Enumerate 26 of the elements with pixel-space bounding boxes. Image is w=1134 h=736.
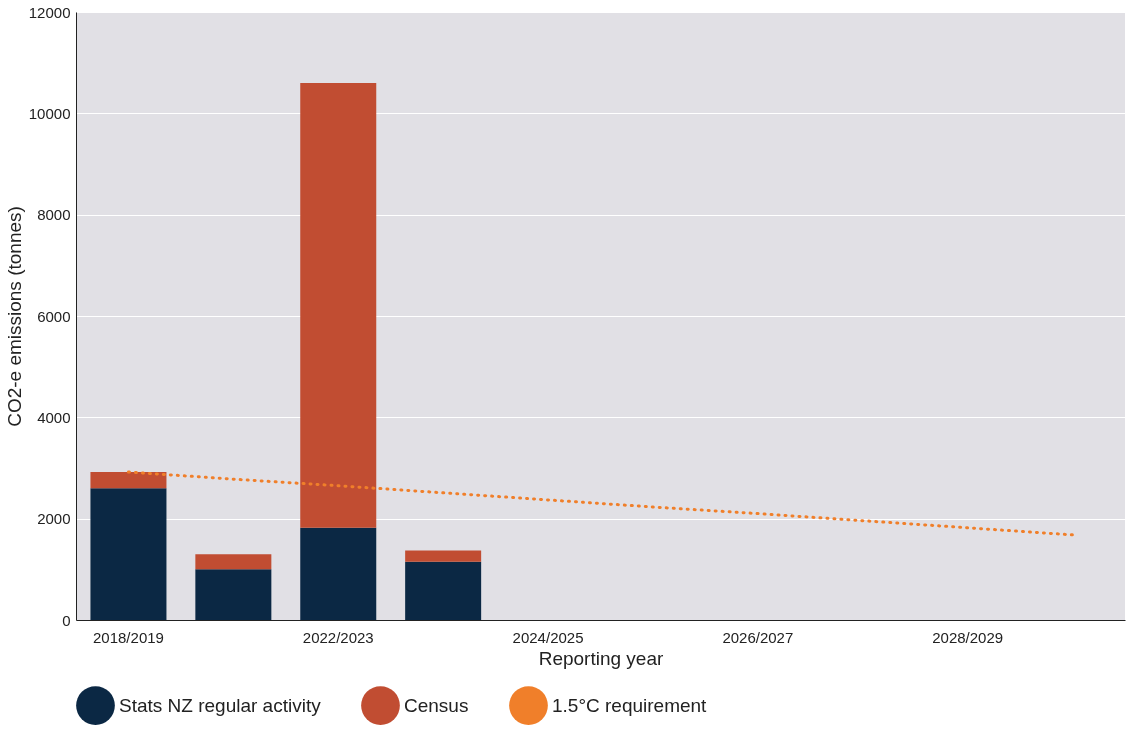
y-tick-label: 8000: [37, 206, 71, 224]
legend-label: Census: [404, 694, 469, 716]
x-tick-label: 2028/2029: [932, 628, 1004, 646]
y-tick-label: 12000: [28, 3, 71, 21]
legend-label: 1.5°C requirement: [552, 694, 708, 716]
x-tick-label: 2018/2019: [93, 628, 164, 646]
x-tick-label: 2024/2025: [512, 628, 584, 646]
bar: [195, 569, 272, 620]
legend-label: Stats NZ regular activity: [119, 694, 322, 716]
bar: [405, 561, 482, 620]
bar: [300, 82, 377, 528]
x-tick-label: 2026/2027: [722, 628, 794, 646]
y-axis-title: CO2-e emissions (tonnes): [3, 206, 25, 427]
x-axis-title: Reporting year: [538, 647, 664, 669]
bar: [300, 527, 377, 620]
bar: [90, 472, 167, 489]
line-series: [126, 470, 1075, 537]
y-tick-label: 10000: [28, 104, 71, 122]
y-tick-label: 0: [62, 611, 71, 629]
x-tick-label: 2022/2023: [302, 628, 374, 646]
bar: [195, 554, 272, 570]
bar: [90, 488, 167, 620]
y-tick-label: 4000: [37, 408, 71, 426]
y-tick-label: 6000: [37, 307, 71, 325]
bar: [405, 550, 482, 562]
y-tick-label: 2000: [37, 510, 71, 528]
